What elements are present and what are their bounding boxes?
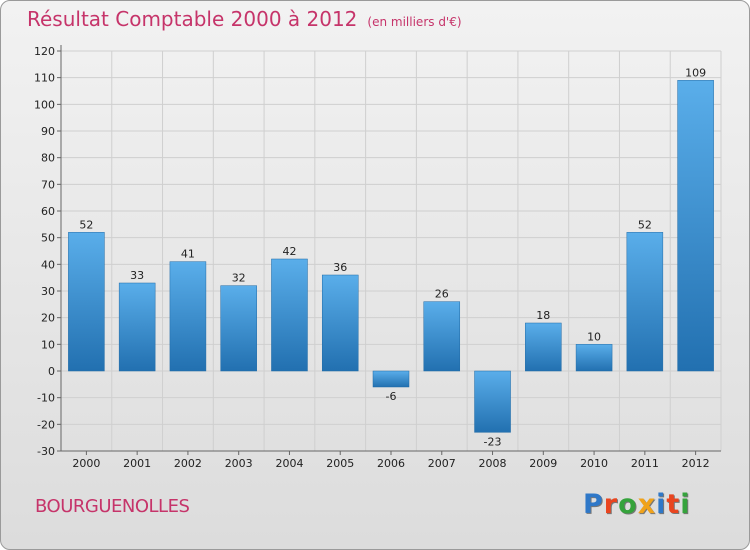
commune-name: BOURGUENOLLES <box>35 496 190 517</box>
bar-2012 <box>677 80 714 372</box>
x-tick-label-2012: 2012 <box>682 457 710 470</box>
bar-2008 <box>474 370 511 433</box>
y-tick-label: 110 <box>34 72 55 85</box>
data-label-2009: 18 <box>536 309 550 322</box>
x-tick-label-2011: 2011 <box>631 457 659 470</box>
data-label-2010: 10 <box>587 330 601 343</box>
axes <box>57 45 721 455</box>
y-tick-label: 0 <box>48 365 55 378</box>
data-label-2004: 42 <box>282 245 296 258</box>
x-tick-label-2010: 2010 <box>580 457 608 470</box>
y-tick-label: 90 <box>41 125 55 138</box>
logo-letter: r <box>603 489 619 520</box>
bar-2000 <box>68 232 105 372</box>
x-tick-label-2008: 2008 <box>479 457 507 470</box>
x-tick-label-2000: 2000 <box>72 457 100 470</box>
data-label-2008: -23 <box>484 435 502 448</box>
x-tick-label-2005: 2005 <box>326 457 354 470</box>
x-tick-label-2009: 2009 <box>529 457 557 470</box>
y-tick-label: 10 <box>41 338 55 351</box>
bar-2005 <box>321 274 359 372</box>
logo-letter: x <box>637 489 657 520</box>
x-tick-label-2006: 2006 <box>377 457 405 470</box>
bar-2011 <box>626 232 664 372</box>
bar-2002 <box>169 261 207 372</box>
y-tick-label: -30 <box>37 445 55 458</box>
x-tick-label-2001: 2001 <box>123 457 151 470</box>
y-tick-label: 70 <box>41 178 55 191</box>
data-label-2011: 52 <box>638 218 652 231</box>
x-tick-label-2007: 2007 <box>428 457 456 470</box>
bar-2009 <box>525 322 562 372</box>
y-tick-label: 60 <box>41 205 55 218</box>
y-tick-label: -20 <box>37 418 55 431</box>
title-text: Résultat Comptable 2000 à 2012 <box>27 7 358 31</box>
logo-letter: i <box>680 489 691 520</box>
bars <box>68 80 714 433</box>
x-tick-label-2002: 2002 <box>174 457 202 470</box>
data-label-2002: 41 <box>181 248 195 261</box>
bar-2010 <box>575 344 613 372</box>
y-tick-label: 100 <box>34 98 55 111</box>
logo-letter: o <box>618 489 638 520</box>
proxiti-logo[interactable]: Proxiti <box>583 489 691 520</box>
logo-letter: t <box>666 489 681 520</box>
bar-2006 <box>372 370 410 388</box>
logo-letter: P <box>583 489 604 520</box>
y-tick-label: 20 <box>41 312 55 325</box>
x-tick-label-2004: 2004 <box>275 457 303 470</box>
data-label-2003: 32 <box>232 272 246 285</box>
y-tick-label: -10 <box>37 392 55 405</box>
bar-2003 <box>220 285 257 372</box>
data-label-2006: -6 <box>386 390 397 403</box>
labels: -30 -20 -10 0 10 20 30 40 50 60 70 80 90 100 110 120 200… <box>34 45 710 470</box>
bar-2007 <box>423 301 461 372</box>
data-label-2005: 36 <box>333 261 347 274</box>
y-tick-label: 80 <box>41 152 55 165</box>
y-tick-label: 40 <box>41 258 55 271</box>
y-tick-label: 50 <box>41 232 55 245</box>
chart-title: Résultat Comptable 2000 à 2012 (en millie… <box>27 7 462 31</box>
bar-2001 <box>118 282 156 372</box>
x-tick-label-2003: 2003 <box>225 457 253 470</box>
data-label-2001: 33 <box>130 269 144 282</box>
title-unit: (en milliers d'€) <box>367 15 462 29</box>
data-label-2012: 109 <box>685 66 706 79</box>
data-label-2007: 26 <box>435 288 449 301</box>
logo-letter: i <box>656 489 667 520</box>
bar-2004 <box>271 258 308 372</box>
data-label-2000: 52 <box>79 218 93 231</box>
y-tick-label: 30 <box>41 285 55 298</box>
y-tick-label: 120 <box>34 45 55 58</box>
